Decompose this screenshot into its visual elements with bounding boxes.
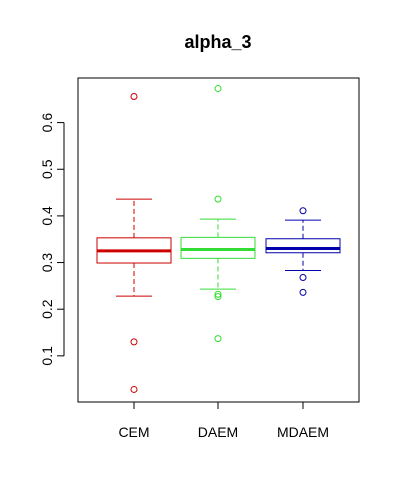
x-axis: CEM DAEM MDAEM bbox=[118, 401, 329, 440]
outlier-point bbox=[214, 195, 222, 203]
outlier-point bbox=[299, 207, 307, 215]
box-group-cem bbox=[96, 92, 172, 393]
outlier-point bbox=[214, 290, 222, 298]
chart-title: alpha_3 bbox=[184, 32, 251, 52]
y-tick-label: 0.1 bbox=[39, 346, 55, 366]
y-axis: 0.1 0.2 0.3 0.4 0.5 0.6 bbox=[39, 113, 65, 366]
outlier-point bbox=[299, 288, 307, 296]
x-tick-label: MDAEM bbox=[277, 424, 329, 440]
outlier-point bbox=[130, 92, 138, 100]
x-tick-label: CEM bbox=[118, 424, 149, 440]
outlier-point bbox=[214, 293, 222, 301]
iqr-box bbox=[265, 238, 341, 254]
outlier-point bbox=[130, 338, 138, 346]
y-tick-label: 0.5 bbox=[39, 159, 55, 179]
y-tick-label: 0.4 bbox=[39, 206, 55, 226]
box-group-mdaem bbox=[265, 207, 341, 296]
outlier-point bbox=[299, 273, 307, 281]
iqr-box bbox=[180, 236, 256, 259]
boxes bbox=[96, 85, 341, 393]
outlier-point bbox=[214, 335, 222, 343]
x-tick-label: DAEM bbox=[198, 424, 238, 440]
box-group-daem bbox=[180, 85, 256, 343]
outlier-point bbox=[130, 385, 138, 393]
y-tick-label: 0.2 bbox=[39, 299, 55, 319]
y-tick-label: 0.6 bbox=[39, 113, 55, 133]
y-tick-label: 0.3 bbox=[39, 253, 55, 273]
outlier-point bbox=[214, 85, 222, 93]
